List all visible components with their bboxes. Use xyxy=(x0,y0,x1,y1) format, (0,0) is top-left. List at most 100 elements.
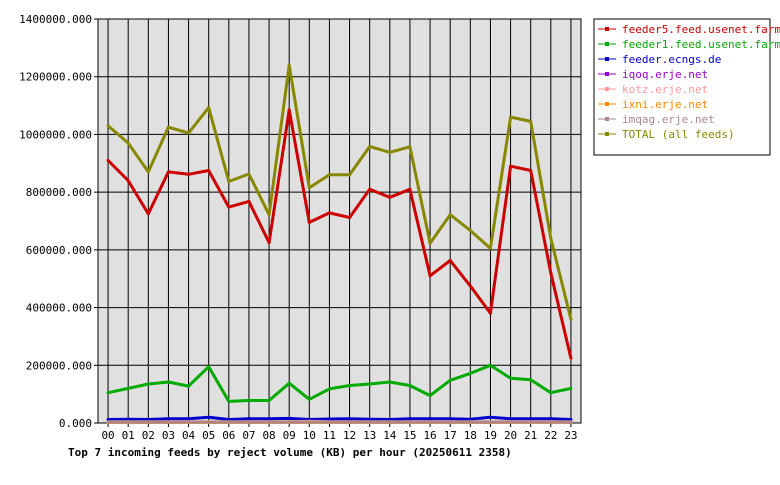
x-tick-label: 11 xyxy=(323,429,336,442)
data-point xyxy=(468,371,472,375)
data-point xyxy=(408,187,412,191)
series-line-1 xyxy=(107,363,572,403)
data-point xyxy=(187,131,191,135)
data-point xyxy=(166,420,170,424)
data-point xyxy=(448,259,452,263)
data-point xyxy=(488,246,492,250)
data-point xyxy=(529,169,533,172)
data-point xyxy=(368,145,372,149)
data-point xyxy=(529,119,533,123)
data-point xyxy=(488,311,492,315)
legend-marker xyxy=(605,57,609,61)
legend-label: iqoq.erje.net xyxy=(622,68,708,81)
data-point xyxy=(287,108,291,112)
x-tick-label: 22 xyxy=(544,429,557,442)
x-tick-label: 07 xyxy=(242,429,255,442)
data-point xyxy=(287,416,291,420)
y-tick-label: 1400000.000 xyxy=(19,13,92,26)
legend-label: feeder5.feed.usenet.farm xyxy=(622,23,780,36)
x-tick-label: 16 xyxy=(423,429,436,442)
x-tick-label: 04 xyxy=(182,429,196,442)
data-point xyxy=(509,376,513,380)
data-point xyxy=(569,420,573,424)
series-line-2 xyxy=(108,415,571,421)
data-point xyxy=(287,63,291,67)
legend-marker xyxy=(605,117,609,121)
series-lines xyxy=(106,63,573,424)
data-point xyxy=(529,417,533,421)
data-point xyxy=(166,380,170,384)
data-point xyxy=(488,363,492,367)
data-point xyxy=(468,417,472,421)
legend-marker xyxy=(605,102,609,106)
data-point xyxy=(227,205,231,209)
data-point xyxy=(549,236,553,240)
y-tick-label: 0.000 xyxy=(59,417,92,430)
legend-label: imqag.erje.net xyxy=(622,113,715,126)
x-tick-label: 19 xyxy=(484,429,497,442)
data-point xyxy=(327,387,331,391)
data-point xyxy=(227,418,231,422)
data-point xyxy=(468,229,472,233)
data-point xyxy=(267,241,271,245)
data-point xyxy=(327,173,331,177)
data-point xyxy=(207,169,211,172)
data-point xyxy=(267,417,271,421)
legend-marker xyxy=(605,72,609,76)
data-point xyxy=(327,420,331,424)
data-point xyxy=(368,417,372,421)
data-point xyxy=(509,417,513,421)
data-point xyxy=(267,420,271,424)
x-tick-label: 15 xyxy=(403,429,416,442)
x-tick-label: 01 xyxy=(122,429,135,442)
data-point xyxy=(166,417,170,421)
data-point xyxy=(267,398,271,402)
data-point xyxy=(207,365,211,369)
data-point xyxy=(247,199,251,203)
data-point xyxy=(448,378,452,382)
data-point xyxy=(388,195,392,199)
data-point xyxy=(126,179,130,183)
x-tick-label: 21 xyxy=(524,429,537,442)
data-point xyxy=(388,420,392,424)
data-point xyxy=(146,420,150,424)
y-tick-label: 1200000.000 xyxy=(19,71,92,84)
x-tick-label: 05 xyxy=(202,429,215,442)
data-point xyxy=(509,164,513,168)
data-point xyxy=(348,417,352,421)
data-point xyxy=(408,383,412,387)
data-point xyxy=(509,115,513,119)
x-tick-label: 12 xyxy=(343,429,356,442)
data-point xyxy=(287,381,291,385)
data-point xyxy=(529,420,533,424)
data-point xyxy=(408,145,412,149)
data-point xyxy=(307,186,311,190)
data-point xyxy=(166,125,170,129)
data-point xyxy=(307,220,311,224)
data-point xyxy=(126,386,130,390)
x-tick-label: 09 xyxy=(283,429,296,442)
x-tick-label: 06 xyxy=(222,429,235,442)
data-point xyxy=(207,106,211,110)
data-point xyxy=(368,382,372,386)
data-point xyxy=(327,417,331,421)
data-point xyxy=(348,173,352,177)
series-line-7 xyxy=(107,63,573,320)
x-tick-label: 20 xyxy=(504,429,517,442)
data-point xyxy=(549,391,553,395)
data-point xyxy=(569,386,573,390)
x-tick-label: 14 xyxy=(383,429,397,442)
legend-box xyxy=(593,18,771,156)
x-tick-label: 17 xyxy=(444,429,457,442)
legend-label: ixni.erje.net xyxy=(622,98,708,111)
data-point xyxy=(569,317,573,321)
data-point xyxy=(207,420,211,424)
data-point xyxy=(408,417,412,421)
plot-area xyxy=(98,19,581,423)
data-point xyxy=(267,213,271,217)
x-tick-label: 18 xyxy=(464,429,477,442)
data-point xyxy=(227,420,231,424)
data-point xyxy=(569,418,573,422)
data-point xyxy=(146,382,150,386)
